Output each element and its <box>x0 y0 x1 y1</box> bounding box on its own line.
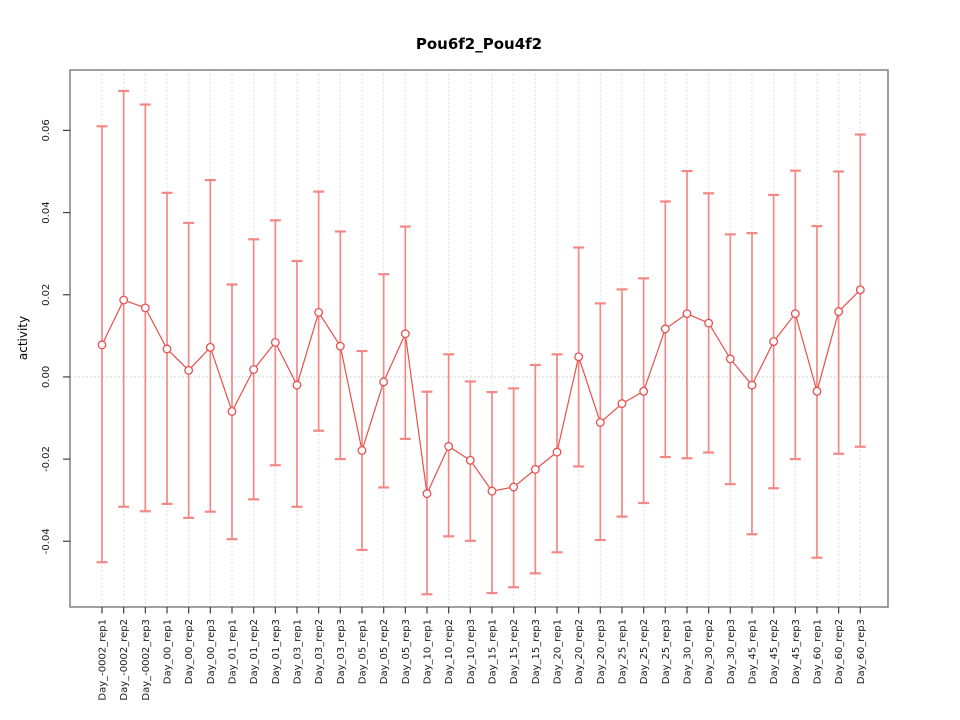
x-tick-label: Day_60_rep1 <box>812 619 823 684</box>
x-tick-label: Day_-0002_rep3 <box>141 619 152 701</box>
x-tick-label: Day_01_rep1 <box>227 619 238 684</box>
x-tick-label: Day_10_rep2 <box>444 619 455 684</box>
data-point-marker <box>444 441 454 451</box>
data-point-marker <box>769 337 779 347</box>
x-tick-label: Day_25_rep3 <box>661 619 672 684</box>
plot-area: -0.04 -0.02 0.00 0.02 0.04 0.06 Day_-0002_rep1… <box>41 69 889 701</box>
x-tick-label: Day_60_rep3 <box>856 619 867 684</box>
x-tick-label: Day_20_rep2 <box>574 619 585 684</box>
data-point-marker <box>379 377 389 387</box>
x-tick-label: Day_45_rep1 <box>747 619 758 684</box>
y-tick-label: 0.06 <box>41 119 52 141</box>
data-point-marker <box>205 342 215 352</box>
x-tick-label: Day_05_rep2 <box>379 619 390 684</box>
data-point-marker <box>227 406 237 416</box>
x-tick-label: Day_25_rep1 <box>617 619 628 684</box>
data-point-marker <box>270 337 280 347</box>
data-point-marker <box>660 324 670 334</box>
x-tick-label: Day_30_rep1 <box>682 619 693 684</box>
data-point-marker <box>704 318 714 328</box>
data-point-marker <box>465 455 475 465</box>
data-point-marker <box>140 303 150 313</box>
x-tick-label: Day_15_rep3 <box>531 619 542 684</box>
data-point-marker <box>595 418 605 427</box>
data-point-marker <box>552 447 562 457</box>
x-tick-label: Day_60_rep2 <box>834 619 845 684</box>
x-tick-label: Day_15_rep2 <box>509 619 520 684</box>
data-point-marker <box>617 399 627 409</box>
x-tick-label: Day_25_rep2 <box>639 619 650 684</box>
data-point-marker <box>725 354 735 364</box>
data-point-marker <box>400 329 410 339</box>
x-tick-label: Day_00_rep3 <box>206 619 217 684</box>
x-tick-label: Day_05_rep1 <box>357 619 368 684</box>
x-tick-label: Day_-0002_rep2 <box>119 619 130 701</box>
data-point-marker <box>335 341 345 351</box>
data-point-marker <box>357 446 367 455</box>
x-tick-label: Day_01_rep3 <box>271 619 282 684</box>
data-point-marker <box>97 340 107 350</box>
x-tick-label: Day_30_rep2 <box>704 619 715 684</box>
data-point-marker <box>834 307 844 317</box>
data-point-marker <box>162 344 172 354</box>
x-tick-label: Day_45_rep3 <box>791 619 802 684</box>
chart-title: Pou6f2_Pou4f2 <box>416 35 542 53</box>
y-axis-label: activity <box>16 316 30 360</box>
data-point-marker <box>314 307 324 317</box>
data-point-marker <box>249 365 259 374</box>
data-point-marker <box>487 486 497 496</box>
data-point-marker <box>292 380 302 390</box>
y-tick-label: -0.02 <box>41 446 52 472</box>
data-point-marker <box>184 365 194 375</box>
data-point-marker <box>119 295 129 305</box>
x-tick-label: Day_03_rep3 <box>336 619 347 684</box>
y-tick-label: -0.04 <box>41 528 52 554</box>
plot-frame <box>69 69 889 608</box>
x-tick-label: Day_-0002_rep1 <box>98 619 109 701</box>
data-point-marker <box>812 386 822 396</box>
data-point-marker <box>747 380 757 390</box>
x-tick-label: Day_03_rep2 <box>314 619 325 684</box>
data-point-marker <box>574 352 584 362</box>
series-line <box>101 289 861 496</box>
x-tick-label: Day_20_rep1 <box>552 619 563 684</box>
y-tick-label: 0.02 <box>41 284 52 306</box>
x-tick-label: Day_00_rep1 <box>162 619 173 684</box>
y-tick-label: 0.00 <box>41 366 52 388</box>
x-tick-label: Day_10_rep1 <box>422 619 433 684</box>
x-tick-label: Day_20_rep3 <box>596 619 607 684</box>
x-tick-label: Day_15_rep1 <box>487 619 498 684</box>
data-point-marker <box>530 464 540 474</box>
x-tick-label: Day_45_rep2 <box>769 619 780 684</box>
data-point-marker <box>509 482 519 492</box>
data-point-marker <box>639 386 649 396</box>
data-point-marker <box>855 285 865 295</box>
data-point-marker <box>682 309 692 319</box>
x-tick-label: Day_03_rep1 <box>292 619 303 684</box>
y-tick-label: 0.04 <box>41 201 52 223</box>
data-point-marker <box>422 489 432 499</box>
x-tick-label: Day_10_rep3 <box>466 619 477 684</box>
x-tick-label: Day_01_rep2 <box>249 619 260 684</box>
x-tick-label: Day_30_rep3 <box>726 619 737 684</box>
x-tick-label: Day_05_rep3 <box>401 619 412 684</box>
data-point-marker <box>790 309 800 319</box>
x-tick-label: Day_00_rep2 <box>184 619 195 684</box>
